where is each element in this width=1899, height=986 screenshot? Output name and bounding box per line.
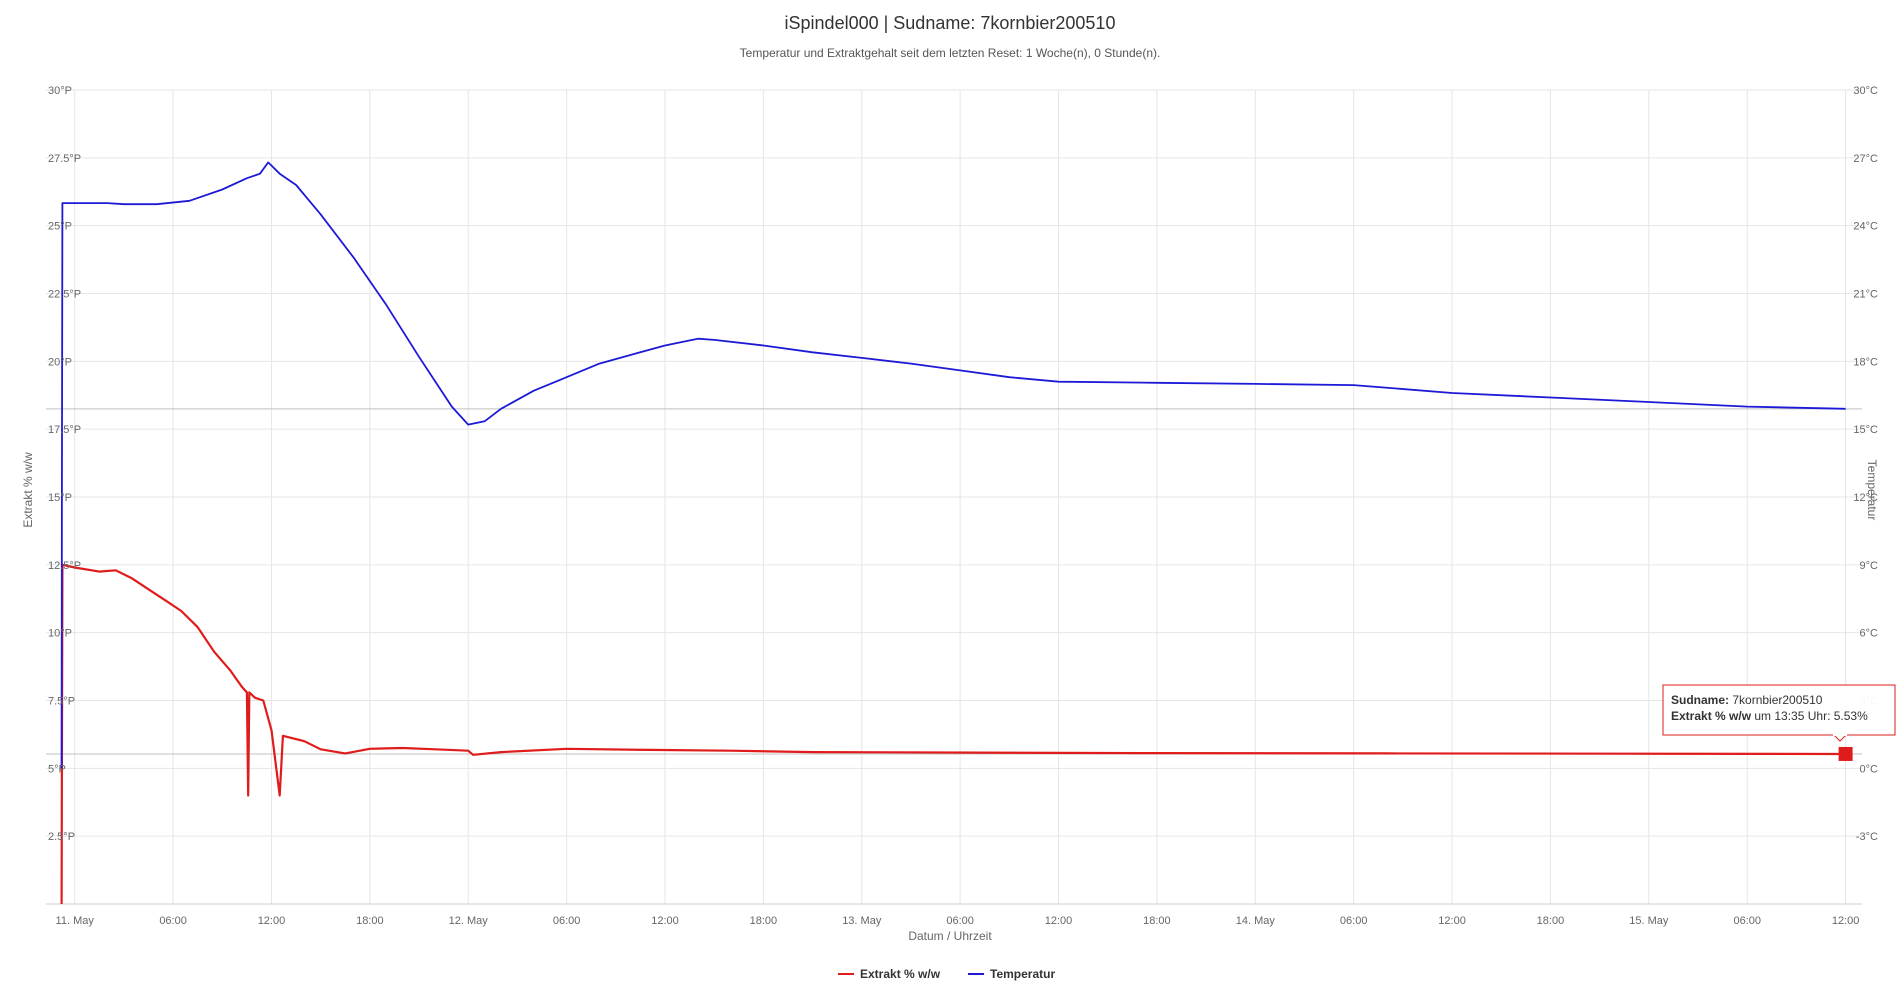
grid — [46, 89, 1862, 905]
hover-marker — [1838, 746, 1853, 761]
x-tick-label: 12:00 — [1832, 915, 1860, 927]
y-tick-label-left: 25°P — [48, 221, 72, 233]
tooltip-box — [1662, 684, 1896, 736]
legend-label-extrakt: Extrakt % w/w — [860, 967, 941, 981]
tooltip-line-2: Extrakt % w/w um 13:35 Uhr: 5.53% — [1671, 709, 1868, 723]
y-tick-label-right: 15°C — [1853, 424, 1878, 436]
y-tick-label-right: 24°C — [1853, 221, 1878, 233]
y-tick-label-left: 2.5°P — [48, 831, 75, 843]
y-tick-label-left: 15°P — [48, 492, 72, 504]
y-tick-label-left: 10°P — [48, 628, 72, 640]
series-line-extrakt — [60, 563, 1846, 905]
series-line-temperatur — [60, 161, 1846, 769]
x-tick-label: 06:00 — [159, 915, 187, 927]
y-tick-label-right: 30°C — [1853, 85, 1878, 97]
x-tick-label: 06:00 — [946, 915, 974, 927]
y-tick-label-left: 17.5°P — [48, 424, 81, 436]
tooltip-label-2: Extrakt % w/w — [1671, 709, 1752, 723]
x-tick-label: 18:00 — [1143, 915, 1171, 927]
chart-subtitle: Temperatur und Extraktgehalt seit dem le… — [740, 46, 1161, 60]
tooltip-value-1: 7kornbier200510 — [1729, 693, 1823, 707]
tooltip-label-1: Sudname: — [1671, 693, 1729, 707]
y-tick-label-right: 6°C — [1860, 628, 1879, 640]
chart-title: iSpindel000 | Sudname: 7kornbier200510 — [785, 13, 1116, 33]
series-layer — [60, 161, 1853, 905]
x-tick-label: 12:00 — [651, 915, 679, 927]
x-tick-label: 06:00 — [1340, 915, 1368, 927]
legend: Extrakt % w/w Temperatur — [838, 967, 1055, 981]
plot-lines — [46, 408, 1862, 755]
y-tick-label-right: 27°C — [1853, 153, 1878, 165]
x-tick-label: 12:00 — [258, 915, 286, 927]
tooltip-value-2: um 13:35 Uhr: 5.53% — [1751, 709, 1868, 723]
legend-item-temperatur[interactable]: Temperatur — [968, 967, 1055, 981]
y-tick-label-left: 20°P — [48, 356, 72, 368]
y-tick-label-right: 12°C — [1853, 492, 1878, 504]
y-tick-label-right: -3°C — [1856, 831, 1878, 843]
legend-label-temperatur: Temperatur — [990, 967, 1055, 981]
y-tick-label-left: 12.5°P — [48, 560, 81, 572]
x-tick-label: 06:00 — [553, 915, 581, 927]
tooltip: Sudname: 7kornbier200510 Extrakt % w/w u… — [1662, 684, 1896, 742]
x-tick-label: 06:00 — [1733, 915, 1761, 927]
legend-item-extrakt[interactable]: Extrakt % w/w — [838, 967, 941, 981]
x-tick-label: 13. May — [842, 915, 882, 927]
x-tick-label: 18:00 — [356, 915, 384, 927]
tooltip-pointer-mask — [1833, 733, 1847, 736]
x-tick-label: 18:00 — [1537, 915, 1565, 927]
x-tick-label: 12:00 — [1045, 915, 1073, 927]
y-tick-label-left: 27.5°P — [48, 153, 81, 165]
x-tick-label: 12. May — [449, 915, 489, 927]
x-tick-label: 18:00 — [750, 915, 778, 927]
x-axis-title: Datum / Uhrzeit — [908, 929, 992, 943]
y-axis-right-title: Temperatur — [1865, 460, 1879, 521]
y-tick-label-left: 30°P — [48, 85, 72, 97]
x-tick-label: 14. May — [1236, 915, 1276, 927]
x-tick-label: 15. May — [1629, 915, 1669, 927]
y-tick-label-left: 7.5°P — [48, 696, 75, 708]
y-tick-label-right: 18°C — [1853, 356, 1878, 368]
y-axis-left-title: Extrakt % w/w — [21, 452, 35, 528]
x-tick-label: 12:00 — [1438, 915, 1466, 927]
y-tick-label-left: 5°P — [48, 763, 66, 775]
y-tick-label-left: 22.5°P — [48, 289, 81, 301]
tooltip-line-1: Sudname: 7kornbier200510 — [1671, 693, 1823, 707]
y-tick-label-right: 21°C — [1853, 289, 1878, 301]
y-tick-label-right: 0°C — [1860, 763, 1879, 775]
y-tick-label-right: 9°C — [1860, 560, 1879, 572]
x-tick-label: 11. May — [56, 915, 95, 927]
tick-labels: 11. May 06:00 12:00 18:00 12. May 06:00 12:00 1… — [48, 85, 1878, 927]
